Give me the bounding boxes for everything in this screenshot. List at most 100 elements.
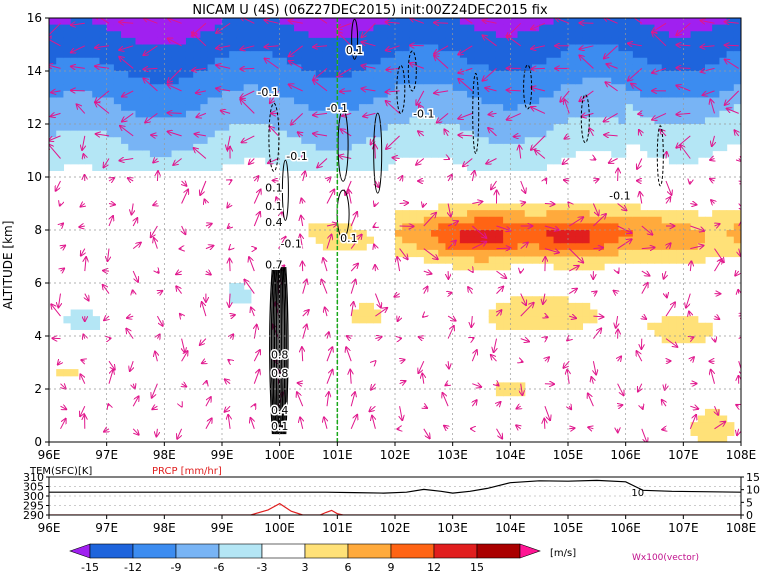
shading-cell [207, 57, 216, 65]
shading-cell [524, 236, 533, 244]
shading-cell [481, 44, 490, 52]
shading-cell [330, 110, 338, 118]
shading-cell [495, 263, 504, 271]
shading-cell [690, 57, 699, 65]
wind-vector [545, 357, 549, 361]
shading-cell [560, 110, 569, 118]
shading-cell [409, 223, 418, 231]
shading-cell [308, 117, 317, 125]
shading-cell [546, 104, 555, 112]
wind-vector [104, 429, 109, 432]
shading-cell [92, 71, 101, 79]
shading-cell [113, 124, 122, 132]
shading-cell [128, 104, 137, 112]
shading-cell [560, 104, 569, 112]
shading-cell [395, 84, 403, 92]
shading-cell [445, 18, 454, 26]
shading-cell [315, 124, 324, 132]
shading-cell [495, 71, 504, 79]
shading-cell [640, 37, 648, 46]
shading-cell [632, 230, 641, 238]
shading-cell [575, 71, 584, 79]
shading-cell [142, 31, 151, 39]
wind-vector [289, 84, 303, 92]
shading-cell [704, 243, 713, 251]
shading-cell [214, 18, 223, 26]
wind-vector [313, 80, 328, 92]
shading-cell [654, 236, 663, 244]
shading-cell [106, 37, 115, 46]
wind-vector [494, 338, 497, 353]
shading-cell [395, 57, 403, 65]
shading-cell [575, 230, 584, 238]
shading-cell [178, 124, 187, 132]
shading-cell [517, 137, 526, 145]
shading-cell [70, 51, 79, 59]
shading-cell [178, 51, 187, 59]
shading-cell [517, 31, 526, 39]
shading-cell [358, 117, 367, 125]
shading-cell [474, 37, 483, 46]
shading-cell [402, 223, 411, 231]
shading-cell [719, 77, 728, 85]
shading-cell [589, 210, 598, 218]
shading-cell [193, 137, 201, 145]
shading-cell [596, 84, 605, 92]
wind-vector [520, 243, 528, 249]
shading-cell [301, 57, 310, 65]
shading-cell [654, 322, 663, 330]
shading-cell [575, 223, 584, 231]
shading-cell [661, 51, 670, 59]
shading-cell [85, 77, 93, 85]
shading-cell [445, 124, 454, 132]
shading-cell [85, 64, 93, 72]
wind-vector [254, 176, 258, 181]
shading-cell [279, 44, 288, 52]
shading-cell [517, 18, 526, 26]
shading-cell [712, 249, 720, 258]
wind-vector [535, 150, 546, 159]
shading-cell [272, 157, 281, 165]
shading-cell [589, 117, 598, 125]
wind-vector [51, 91, 61, 93]
shading-cell [294, 37, 302, 46]
shading-cell [553, 57, 562, 65]
shading-cell [121, 77, 129, 85]
shading-cell [121, 97, 129, 105]
shading-cell [402, 37, 411, 46]
wind-vector [351, 302, 353, 317]
shading-cell [726, 117, 735, 125]
wind-vector [472, 202, 482, 204]
shading-cell [344, 90, 353, 99]
shading-cell [308, 64, 317, 72]
shading-cell [431, 44, 439, 52]
shading-cell [99, 150, 108, 158]
shading-cell [286, 124, 295, 132]
tem-tick-label: 305 [23, 481, 44, 494]
shading-cell [322, 157, 331, 165]
shading-cell [56, 90, 65, 99]
shading-cell [366, 44, 374, 52]
wind-vector [194, 148, 207, 159]
shading-cell [106, 84, 115, 92]
shading-cell [726, 37, 735, 46]
shading-cell [531, 316, 540, 324]
shading-cell [409, 137, 418, 145]
shading-cell [495, 130, 504, 138]
shading-cell [733, 249, 741, 258]
wind-vector [489, 113, 497, 114]
shading-cell [647, 143, 656, 152]
shading-cell [286, 90, 295, 99]
shading-cell [438, 51, 447, 59]
shading-cell [92, 163, 101, 171]
shading-cell [402, 24, 411, 32]
shading-cell [337, 44, 346, 52]
surface-x-tick-label: 99E [211, 521, 234, 535]
shading-cell [77, 316, 86, 324]
shading-cell [236, 24, 245, 32]
shading-cell [178, 84, 187, 92]
wind-vector [531, 87, 546, 91]
shading-cell [539, 110, 547, 118]
shading-cell [445, 90, 454, 99]
shading-cell [553, 51, 562, 59]
